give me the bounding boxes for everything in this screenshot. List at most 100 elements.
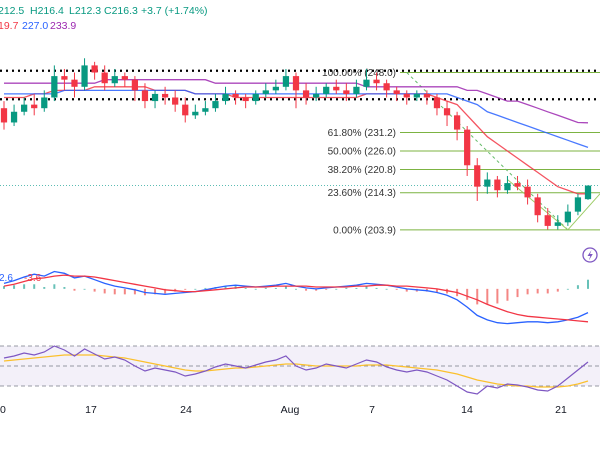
macd-histogram-bar bbox=[536, 288, 539, 294]
macd-histogram-bar bbox=[53, 284, 56, 289]
candle bbox=[182, 97, 189, 123]
candle bbox=[111, 68, 118, 87]
macd-histogram-bar bbox=[546, 288, 549, 294]
macd-histogram-bar bbox=[305, 288, 308, 291]
candle-body bbox=[302, 90, 310, 98]
candle bbox=[262, 83, 269, 98]
candle-body bbox=[584, 185, 592, 200]
macd-histogram-bar bbox=[476, 288, 479, 305]
candle-body bbox=[192, 111, 199, 116]
candle bbox=[423, 90, 431, 105]
macd-histogram-bar bbox=[405, 288, 408, 292]
candle-body bbox=[504, 183, 511, 191]
candle-body bbox=[282, 76, 290, 87]
candle bbox=[504, 175, 511, 194]
candle-body bbox=[151, 93, 159, 102]
candle bbox=[292, 72, 300, 109]
macd-histogram-bar bbox=[274, 287, 277, 289]
macd-histogram-bar bbox=[23, 284, 26, 289]
ma-mid-label: 227.0 bbox=[22, 20, 48, 32]
ohlc-close: C216.3 bbox=[104, 5, 138, 17]
candle bbox=[141, 83, 149, 109]
rsi-pane bbox=[0, 345, 600, 395]
candle-body bbox=[484, 179, 491, 187]
macd-histogram-bar bbox=[133, 288, 136, 295]
x-tick-label: 21 bbox=[555, 404, 567, 416]
macd-histogram-bar bbox=[335, 288, 338, 290]
ma-legend: 19.7 227.0 233.9 bbox=[0, 20, 76, 32]
fib-level-label: 38.20% (220.8) bbox=[328, 165, 396, 176]
candle bbox=[242, 93, 249, 109]
candle bbox=[544, 208, 551, 230]
macd-histogram-bar bbox=[566, 288, 569, 290]
candle bbox=[383, 79, 390, 98]
macd-histogram-bar bbox=[164, 288, 167, 294]
candle-body bbox=[0, 108, 8, 123]
macd-histogram-bar bbox=[375, 287, 378, 289]
x-tick-label: 14 bbox=[461, 404, 473, 416]
macd-histogram-bar bbox=[385, 288, 388, 290]
candle bbox=[172, 90, 179, 112]
candle bbox=[192, 104, 199, 119]
candle-body bbox=[41, 97, 48, 109]
candle-body bbox=[111, 76, 118, 84]
x-tick-label: 24 bbox=[180, 404, 192, 416]
macd-histogram-bar bbox=[466, 288, 469, 300]
macd-histogram-bar bbox=[113, 288, 116, 295]
macd-value-label: 2.6 bbox=[0, 273, 13, 284]
fib-level-label: 23.60% (214.3) bbox=[328, 188, 396, 199]
macd-histogram-bar bbox=[154, 288, 157, 295]
candle bbox=[554, 215, 561, 230]
candle-body bbox=[534, 197, 541, 216]
candle-body bbox=[393, 90, 400, 94]
macd-histogram-bar bbox=[355, 287, 358, 289]
candle-body bbox=[464, 129, 471, 166]
alert-icon[interactable] bbox=[582, 247, 598, 263]
candle-body bbox=[262, 90, 269, 94]
candle bbox=[91, 61, 98, 80]
fib-level-label: 61.80% (231.2) bbox=[328, 128, 396, 139]
macd-histogram-bar bbox=[395, 288, 398, 290]
candle-body bbox=[212, 101, 219, 109]
macd-histogram-bar bbox=[123, 288, 126, 295]
macd-histogram-bar bbox=[345, 287, 348, 289]
candle bbox=[252, 90, 259, 105]
macd-histogram-bar bbox=[496, 288, 499, 304]
candle-body bbox=[182, 104, 189, 116]
candle bbox=[282, 68, 290, 91]
candle bbox=[161, 86, 169, 105]
macd-histogram-bar bbox=[194, 288, 197, 290]
ma-slow-label: 233.9 bbox=[50, 20, 76, 32]
macd-histogram-bar bbox=[435, 288, 438, 293]
candle bbox=[363, 68, 370, 91]
macd-histogram-bar bbox=[587, 279, 589, 289]
candle-body bbox=[71, 79, 78, 87]
candle-body bbox=[292, 76, 300, 91]
macd-histogram-bar bbox=[254, 288, 257, 290]
candle-body bbox=[31, 104, 38, 109]
x-tick-label: 17 bbox=[85, 404, 97, 416]
macd-histogram-bar bbox=[486, 288, 489, 305]
candle bbox=[494, 175, 501, 198]
candle-body bbox=[121, 76, 128, 80]
macd-histogram-bar bbox=[103, 288, 106, 294]
candle bbox=[373, 72, 380, 91]
candle bbox=[484, 172, 491, 194]
candle bbox=[31, 93, 38, 116]
candle bbox=[151, 90, 159, 109]
candle bbox=[131, 76, 139, 102]
ohlc-low: L212.3 bbox=[69, 5, 101, 17]
macd-signal-line bbox=[3, 274, 589, 323]
price-pane: 100.00% (248.0) 61.80% (231.2) 50.00% (226… bbox=[0, 58, 600, 236]
fib-extension-line bbox=[567, 193, 600, 231]
candle bbox=[333, 79, 340, 94]
candle-body bbox=[131, 79, 139, 91]
macd-histogram-bar bbox=[43, 287, 46, 289]
fib-level-label: 50.00% (226.0) bbox=[328, 147, 396, 158]
ohlc-change: +3.7 (+1.74%) bbox=[141, 5, 208, 17]
fib-level-label: 100.00% (248.0) bbox=[322, 68, 396, 79]
candle bbox=[564, 204, 571, 226]
candle-body bbox=[252, 93, 259, 102]
candle bbox=[222, 86, 229, 105]
